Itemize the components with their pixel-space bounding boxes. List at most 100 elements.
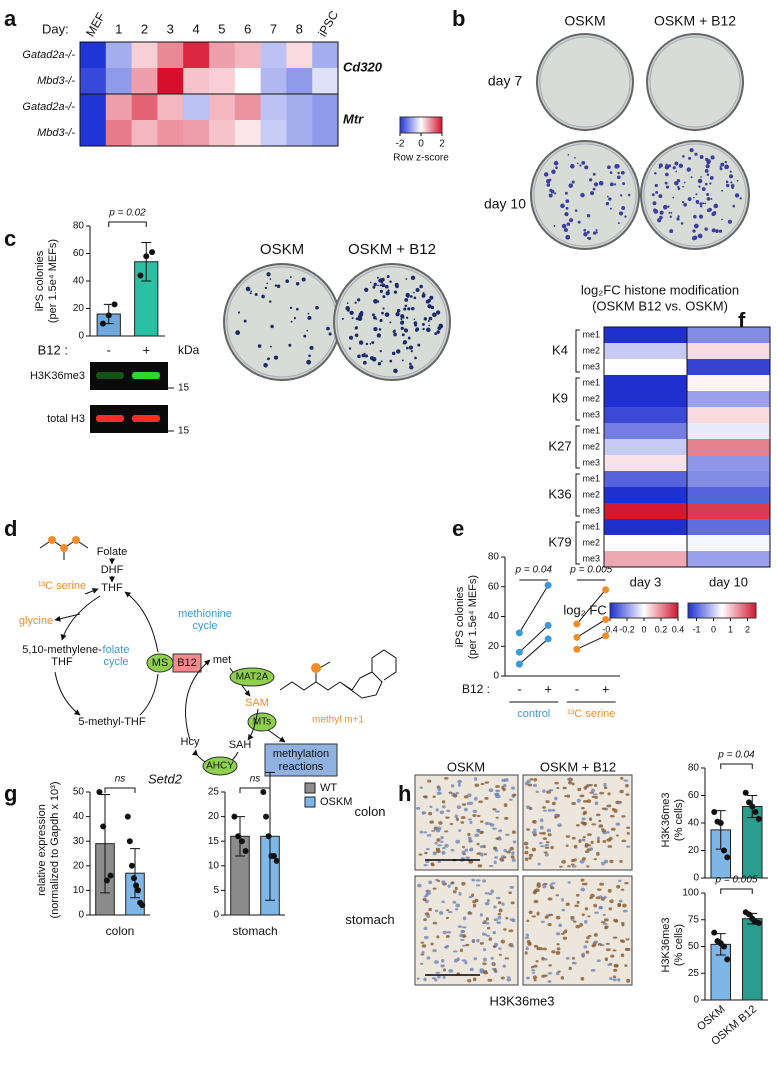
column-label: MEF (83, 10, 108, 39)
nucleus (582, 821, 587, 825)
nucleus (533, 899, 539, 904)
colony (393, 368, 398, 374)
nucleus (550, 845, 554, 850)
nucleus (503, 803, 508, 808)
nucleus (526, 976, 530, 980)
nucleus (548, 913, 554, 917)
colony (724, 160, 727, 164)
colony (669, 229, 674, 234)
colony (676, 179, 681, 183)
nucleus (445, 816, 450, 819)
error-bar (130, 848, 140, 899)
nucleus (512, 840, 517, 844)
heatmap-cell (234, 68, 261, 95)
colony (677, 217, 680, 220)
nucleus (512, 793, 517, 797)
marker-label: 15 (178, 383, 190, 394)
nucleus (485, 917, 489, 921)
nucleus (584, 919, 588, 924)
colony (677, 185, 680, 189)
nucleus (484, 933, 488, 936)
band (96, 415, 124, 422)
colony (357, 298, 361, 302)
level-label: me1 (582, 329, 600, 339)
nucleus (620, 953, 625, 958)
colorbar-tick-label: 0.4 (672, 624, 685, 634)
nucleus (607, 845, 613, 848)
heatmap-cell (105, 94, 132, 121)
nucleus (621, 815, 626, 818)
nucleus (420, 941, 425, 944)
heatmap-cell (260, 42, 287, 69)
nucleus (432, 949, 437, 953)
data-point (273, 857, 280, 864)
colony (421, 322, 425, 326)
nucleus (555, 950, 561, 955)
nucleus (498, 829, 503, 833)
colony (592, 172, 596, 176)
data-point (111, 301, 118, 308)
colony (354, 301, 357, 304)
arrow (54, 671, 81, 716)
y-tick-label: 40 (688, 818, 700, 829)
pair-line (576, 589, 607, 625)
nucleus (496, 921, 502, 924)
colony (609, 182, 614, 187)
colony (560, 203, 565, 209)
colony (724, 164, 730, 170)
colony (699, 202, 703, 206)
nucleus (482, 948, 487, 952)
data-point (130, 875, 137, 882)
colony (683, 202, 687, 207)
nucleus (495, 816, 499, 819)
heatmap-cell (286, 120, 313, 147)
heatmap-cell (687, 439, 771, 456)
nucleus (482, 879, 487, 883)
row-label: B12 : (38, 342, 68, 357)
heatmap-cell (131, 120, 158, 147)
colony (668, 211, 671, 214)
heatmap-cell (687, 375, 771, 392)
nucleus (498, 908, 503, 913)
colony (555, 166, 558, 170)
nucleus (535, 790, 539, 793)
heatmap-cell (604, 551, 688, 568)
p-value: p = 0.005 (569, 565, 612, 576)
colony (670, 212, 673, 214)
b12-label: B12 (177, 657, 197, 669)
nucleus (474, 898, 479, 903)
data-point (149, 249, 156, 256)
nucleus (561, 908, 566, 912)
nucleus (596, 839, 600, 844)
nucleus (601, 861, 605, 866)
methyl-label: methyl m+1 (312, 715, 364, 726)
nucleus (626, 845, 631, 848)
nucleus (594, 783, 598, 788)
significance-bracket (720, 888, 753, 894)
nucleus (484, 821, 489, 826)
nucleus (467, 979, 472, 983)
nucleus (464, 848, 469, 852)
nucleus (417, 883, 422, 888)
colony (403, 328, 407, 332)
heatmap-cell (183, 94, 210, 121)
column-label: OSKM (447, 759, 485, 774)
heatmap-cell (80, 94, 107, 121)
nucleus (591, 823, 597, 826)
nucleus (531, 969, 536, 972)
nucleus (557, 823, 562, 828)
colony (731, 186, 734, 190)
gene-label: Cd320 (343, 59, 383, 74)
plate-inner (649, 36, 741, 128)
nucleus (606, 804, 612, 808)
y-tick-label: 50 (73, 787, 85, 798)
colony (583, 232, 588, 237)
nucleus (542, 947, 547, 951)
nucleus (437, 975, 441, 979)
column-label: 7 (270, 21, 277, 36)
heatmap-cell (687, 407, 771, 424)
nucleus (618, 899, 623, 903)
colony (377, 284, 379, 287)
colony (715, 229, 719, 233)
nucleus (542, 831, 546, 835)
